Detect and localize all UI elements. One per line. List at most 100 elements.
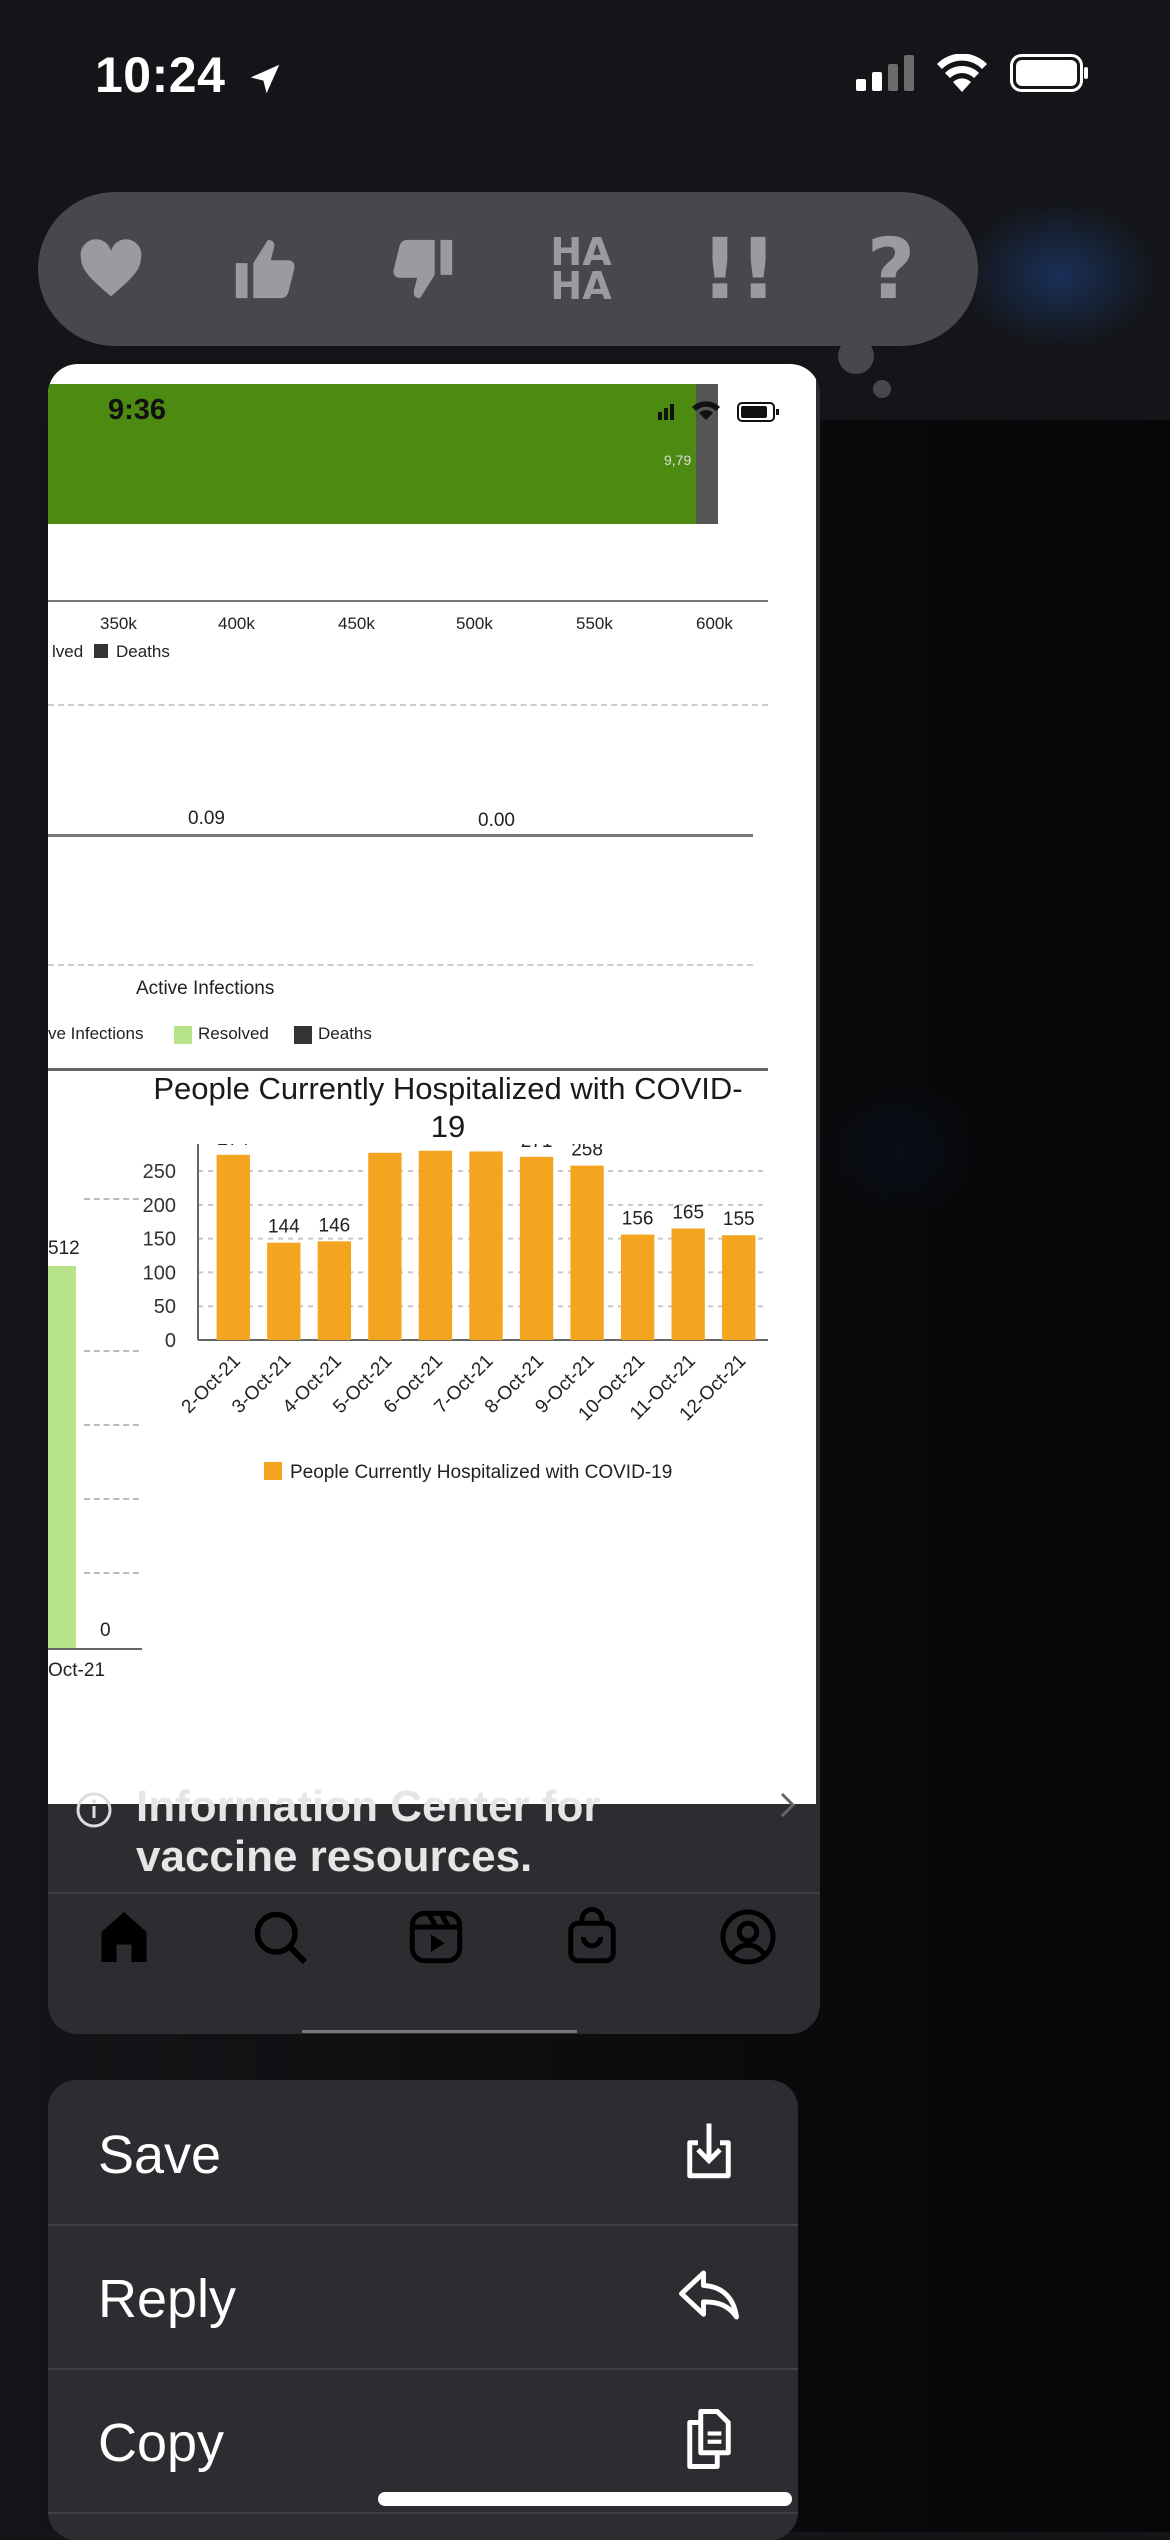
haha-icon: HA HA xyxy=(550,230,612,308)
bar-10-Oct-21 xyxy=(620,1234,655,1340)
axis-line xyxy=(48,600,768,602)
bar-3-Oct-21 xyxy=(267,1242,301,1340)
axis-tick-label: 500k xyxy=(456,614,493,633)
bar-8-Oct-21 xyxy=(519,1156,554,1340)
data-label: 512 xyxy=(48,1238,80,1259)
bar-11-Oct-21 xyxy=(671,1228,705,1340)
heart-icon xyxy=(80,239,142,297)
y-tick-label: 0 xyxy=(165,1330,176,1352)
bar-2-Oct-21 xyxy=(216,1154,250,1340)
background-glow xyxy=(960,200,1160,350)
tapback-reactions-bar: HA HA !! ? xyxy=(38,192,978,398)
chevron-right-icon xyxy=(780,1792,796,1818)
save-label: Save xyxy=(98,2125,222,2185)
gridline xyxy=(84,1424,139,1426)
question-reaction-button[interactable]: ? xyxy=(846,220,936,318)
cellular-signal-icon xyxy=(856,55,914,91)
bar-value-label: 165 xyxy=(672,1202,704,1223)
status-bar-indicators xyxy=(856,54,1090,92)
bar-value-label: 271 xyxy=(521,1144,553,1152)
y-tick-label: 200 xyxy=(143,1195,176,1217)
stacked-bar-resolved xyxy=(48,384,696,524)
gridline xyxy=(48,704,768,706)
save-menu-item[interactable]: Save xyxy=(48,2080,798,2226)
axis-line xyxy=(48,1648,142,1650)
battery-icon xyxy=(1010,54,1088,92)
home-tab-icon[interactable] xyxy=(94,1907,154,1967)
legend-swatch-resolved xyxy=(174,1026,192,1044)
reply-menu-item[interactable]: Reply xyxy=(48,2224,798,2370)
bar-value-label: 258 xyxy=(571,1144,603,1161)
emphasize-reaction-button[interactable]: !! xyxy=(694,220,784,318)
heart-reaction-button[interactable] xyxy=(66,224,156,314)
y-tick-label: 100 xyxy=(143,1262,176,1284)
gridline xyxy=(48,964,753,966)
reaction-tail xyxy=(838,338,874,374)
hospitalized-bar-chart: 0501001502002502742-Oct-211443-Oct-21146… xyxy=(143,1144,768,1483)
bar-7-Oct-21 xyxy=(469,1151,503,1340)
gridline xyxy=(84,1198,139,1200)
axis-tick-label: Oct-21 xyxy=(48,1660,106,1681)
thumbs-down-icon xyxy=(393,239,453,299)
bar-9-Oct-21 xyxy=(570,1165,604,1340)
status-bar-time: 10:24 xyxy=(95,46,284,104)
bar-value-label: 9,79 xyxy=(664,452,692,468)
home-indicator xyxy=(378,2492,792,2506)
info-circle-icon xyxy=(76,1792,112,1828)
series-line xyxy=(48,834,753,837)
tab-bar xyxy=(48,1892,820,1982)
axis-tick-label: 400k xyxy=(218,614,255,633)
legend-label: People Currently Hospitalized with COVID… xyxy=(290,1462,672,1483)
y-tick-label: 50 xyxy=(154,1296,176,1318)
gridline xyxy=(84,1498,139,1500)
y-tick-label: 150 xyxy=(143,1229,176,1251)
legend-item-resolved: lved xyxy=(52,642,84,661)
data-label: 0.00 xyxy=(478,810,515,831)
copy-menu-item[interactable]: Copy xyxy=(48,2368,798,2514)
thumbs-down-reaction-button[interactable] xyxy=(378,224,468,314)
reaction-tail xyxy=(873,380,891,398)
message-preview-card: 9:36 9,79 350k 400k 450k 500k 550k 600k … xyxy=(48,364,820,2034)
bar-4-Oct-21 xyxy=(317,1241,352,1340)
chart-title: People Currently Hospitalized with COVID… xyxy=(153,1071,743,1144)
wifi-icon xyxy=(937,54,987,92)
bar-value-label: 155 xyxy=(723,1209,755,1230)
question-mark-icon: ? xyxy=(866,220,916,318)
bar-value-label: 274 xyxy=(217,1144,249,1150)
bar-value-label: 277 xyxy=(369,1144,401,1148)
legend-item-active: ve Infections xyxy=(48,1024,144,1043)
profile-tab-icon[interactable] xyxy=(718,1907,778,1967)
copy-label: Copy xyxy=(98,2413,225,2473)
message-text-line: vaccine resources. xyxy=(136,1832,533,1881)
double-exclamation-icon: !! xyxy=(700,220,778,318)
y-tick-label: 250 xyxy=(143,1161,176,1183)
legend-swatch xyxy=(264,1462,282,1480)
legend-swatch-deaths xyxy=(294,1026,312,1044)
copy-icon xyxy=(687,2409,731,2469)
thumbs-up-reaction-button[interactable] xyxy=(220,224,310,314)
legend-item-resolved: Resolved xyxy=(198,1024,269,1043)
bar-value-label: 144 xyxy=(268,1217,300,1238)
reels-tab-icon[interactable] xyxy=(406,1907,466,1967)
screenshot-status-icons xyxy=(658,401,779,422)
preview-home-indicator xyxy=(302,2030,577,2033)
bar-value-label: 156 xyxy=(622,1209,654,1230)
gridline xyxy=(84,1572,139,1574)
axis-tick-label: 450k xyxy=(338,614,375,633)
haha-reaction-button[interactable]: HA HA xyxy=(536,224,626,314)
bar-value-label: 279 xyxy=(470,1144,502,1146)
bar-value-label: 280 xyxy=(420,1144,452,1146)
search-tab-icon[interactable] xyxy=(250,1907,310,1967)
axis-tick-label: 600k xyxy=(696,614,733,633)
stacked-bar-deaths xyxy=(696,384,718,524)
image-attachment[interactable]: 9:36 9,79 350k 400k 450k 500k 550k 600k … xyxy=(48,364,816,1804)
legend-swatch xyxy=(94,644,108,658)
context-menu: Save Reply Copy xyxy=(48,2080,798,2540)
message-text-line: Information Center for xyxy=(136,1782,601,1831)
gridline xyxy=(84,1350,139,1352)
divider xyxy=(48,1068,768,1071)
thumbs-up-icon xyxy=(235,239,295,299)
legend-item-deaths: Deaths xyxy=(116,642,170,661)
divider xyxy=(48,1892,820,1894)
shop-tab-icon[interactable] xyxy=(562,1907,622,1967)
